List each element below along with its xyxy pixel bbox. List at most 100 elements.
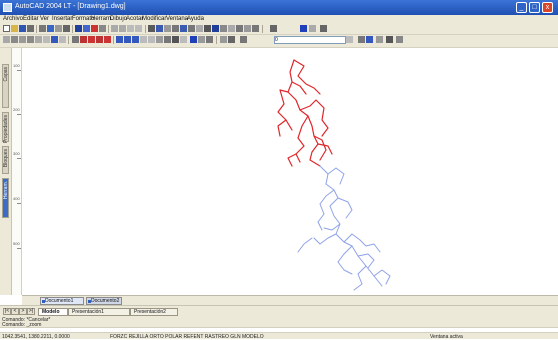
publish-icon[interactable] <box>47 25 54 32</box>
measure-icon[interactable] <box>270 25 277 32</box>
blue-network[interactable] <box>297 165 391 291</box>
first-layout-button[interactable]: |< <box>3 308 11 315</box>
toolbar-extra-icon[interactable] <box>309 25 316 32</box>
maximize-button[interactable]: □ <box>529 2 540 13</box>
tab-presentacion1[interactable]: Presentación1 <box>68 308 130 316</box>
panel-tab-propiedades[interactable]: Propiedades <box>2 112 9 143</box>
menu-item-ventana[interactable]: Ventana <box>166 16 189 22</box>
arc-icon[interactable] <box>43 36 50 43</box>
layer-freeze-icon[interactable] <box>164 36 171 43</box>
layer-color-icon[interactable] <box>180 36 187 43</box>
block-icon[interactable] <box>212 25 219 32</box>
command-input[interactable] <box>0 327 558 333</box>
zoom-window-icon[interactable] <box>127 25 134 32</box>
redo-icon[interactable] <box>99 25 106 32</box>
plot-style-icon[interactable] <box>386 36 393 43</box>
document-tab-1[interactable]: Documento1 <box>40 297 84 305</box>
design-center-icon[interactable] <box>156 25 163 32</box>
toolbar-extra2-icon[interactable] <box>320 25 327 32</box>
region-icon[interactable] <box>228 25 235 32</box>
make-block-icon[interactable] <box>88 36 95 43</box>
drawing-canvas[interactable] <box>22 48 558 295</box>
polygon-icon[interactable] <box>27 36 34 43</box>
rectangle-icon[interactable] <box>35 36 42 43</box>
line-icon[interactable] <box>3 36 10 43</box>
hatch-icon[interactable] <box>236 25 243 32</box>
drafting-modes[interactable]: FORZC REJILLA ORTO POLAR REFENT RASTREO … <box>110 334 264 340</box>
menu-item-archivo[interactable]: Archivo <box>3 16 24 22</box>
tool-palettes-icon[interactable] <box>164 25 171 32</box>
layer-manager-icon[interactable] <box>188 25 195 32</box>
layer-lock-icon[interactable] <box>172 36 179 43</box>
menu-item-dibujo[interactable]: Dibujo <box>110 16 128 22</box>
overflow-icon[interactable] <box>396 36 403 43</box>
text-style-icon[interactable] <box>196 25 203 32</box>
save-icon[interactable] <box>19 25 26 32</box>
zoom-previous-icon[interactable] <box>135 25 142 32</box>
minimize-button[interactable]: _ <box>516 2 527 13</box>
undo-icon[interactable] <box>91 25 98 32</box>
help-icon[interactable] <box>300 25 307 32</box>
region-draw-icon[interactable] <box>116 36 123 43</box>
layer-current-icon[interactable] <box>190 36 197 43</box>
layer-previous-icon[interactable] <box>148 36 155 43</box>
menu-item-ver[interactable]: Ver <box>40 16 50 22</box>
dim-style-icon[interactable] <box>204 25 211 32</box>
menu-item-editar[interactable]: Editar <box>23 16 39 22</box>
line-tool-icon[interactable] <box>244 25 251 32</box>
menu-item-herramientas[interactable]: Herram. <box>91 16 113 22</box>
mtext-icon[interactable] <box>132 36 139 43</box>
next-layout-button[interactable]: > <box>19 308 27 315</box>
close-button[interactable]: x <box>542 2 553 13</box>
panel-tab-bloques[interactable]: Bloques <box>2 146 9 174</box>
lineweight-control-icon[interactable] <box>376 36 383 43</box>
insert-icon[interactable] <box>220 25 227 32</box>
circle-icon[interactable] <box>51 36 58 43</box>
properties-icon[interactable] <box>148 25 155 32</box>
layer-dropdown[interactable]: 0 <box>274 36 346 44</box>
spline-icon[interactable] <box>59 36 66 43</box>
layer-properties-icon[interactable] <box>140 36 147 43</box>
layer-swatch-icon[interactable] <box>240 36 247 43</box>
construction-line-icon[interactable] <box>11 36 18 43</box>
menu-item-ayuda[interactable]: Ayuda <box>187 16 204 22</box>
cut-icon[interactable] <box>55 25 62 32</box>
table-icon[interactable] <box>124 36 131 43</box>
polyline-icon[interactable] <box>252 25 259 32</box>
print-icon[interactable] <box>27 25 34 32</box>
tab-modelo[interactable]: Modelo <box>38 308 68 316</box>
menu-item-insertar[interactable]: Insertar <box>52 16 73 22</box>
layer-sun-icon[interactable] <box>220 36 227 43</box>
polyline-draw-icon[interactable] <box>19 36 26 43</box>
paste-icon[interactable] <box>75 25 82 32</box>
open-icon[interactable] <box>11 25 18 32</box>
hatch-draw-icon[interactable] <box>104 36 111 43</box>
last-layout-button[interactable]: >| <box>27 308 35 315</box>
zoom-realtime-icon[interactable] <box>119 25 126 32</box>
insert-block-icon[interactable] <box>80 36 87 43</box>
print-preview-icon[interactable] <box>39 25 46 32</box>
copy-icon[interactable] <box>63 25 70 32</box>
pan-icon[interactable] <box>111 25 118 32</box>
linetype-control-icon[interactable] <box>366 36 373 43</box>
menu-item-acotar[interactable]: Acotar <box>126 16 144 22</box>
point-icon[interactable] <box>96 36 103 43</box>
new-icon[interactable] <box>3 25 10 32</box>
red-network[interactable] <box>277 59 333 167</box>
app-icon[interactable] <box>3 3 12 12</box>
calculator-icon[interactable] <box>180 25 187 32</box>
markup-icon[interactable] <box>172 25 179 32</box>
chevron-down-icon[interactable] <box>346 36 353 43</box>
panel-tab-herramientas[interactable]: Herram. <box>2 178 9 218</box>
tab-presentacion2[interactable]: Presentación2 <box>130 308 178 316</box>
ellipse-icon[interactable] <box>72 36 79 43</box>
layer-state-icon[interactable] <box>156 36 163 43</box>
match-properties-icon[interactable] <box>83 25 90 32</box>
layer-padlock-icon[interactable] <box>228 36 235 43</box>
layer-iso-icon[interactable] <box>198 36 205 43</box>
prev-layout-button[interactable]: < <box>11 308 19 315</box>
color-control-icon[interactable] <box>358 36 365 43</box>
layer-on-icon[interactable] <box>206 36 213 43</box>
document-tab-2[interactable]: Documento2 <box>86 297 122 305</box>
panel-tab-capas[interactable]: Capas <box>2 64 9 108</box>
